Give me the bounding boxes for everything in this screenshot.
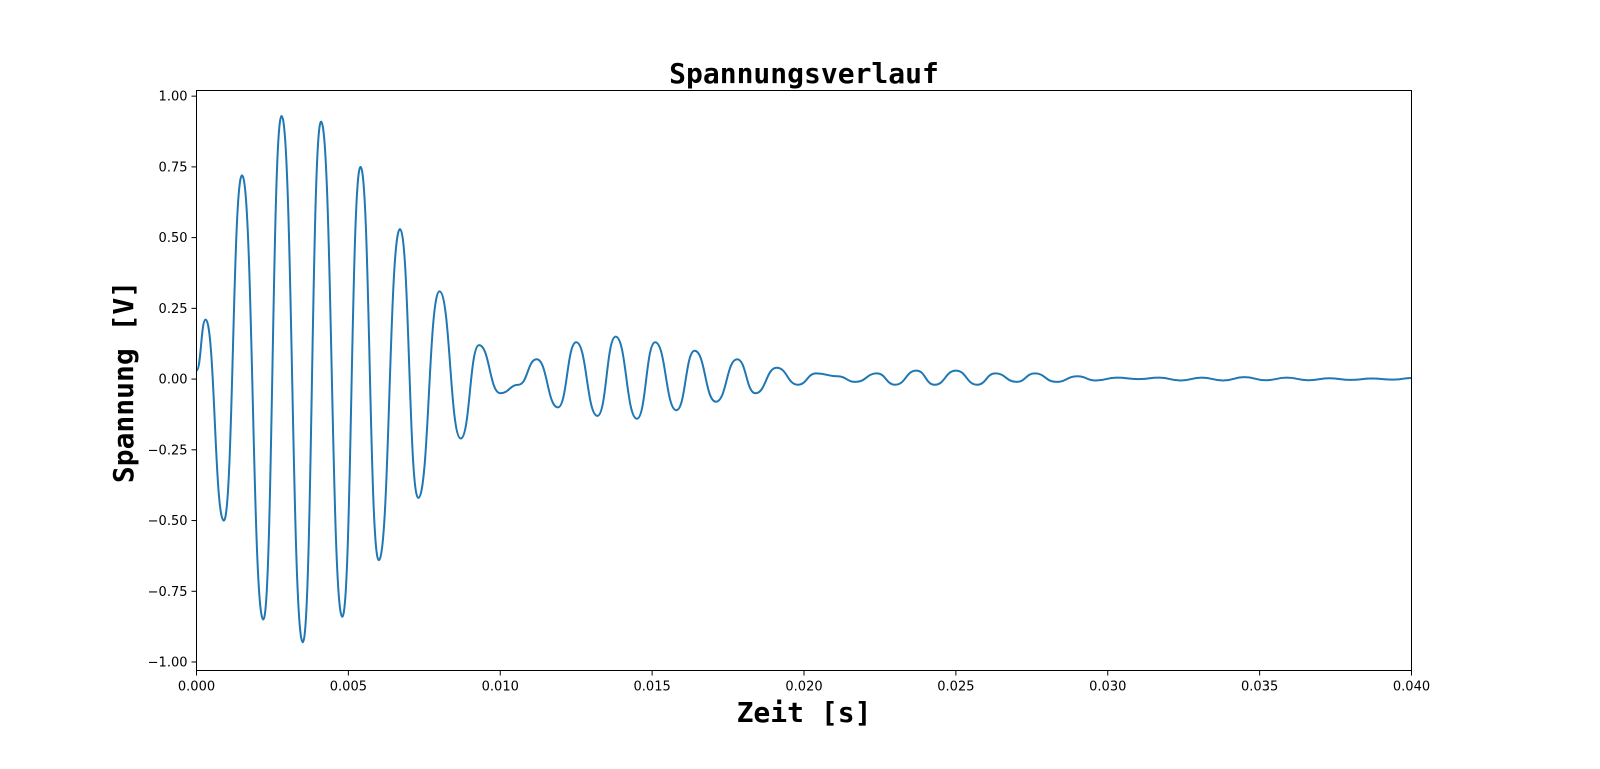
chart-title: Spannungsverlauf [669, 57, 939, 90]
x-tick-label: 0.005 [330, 680, 367, 695]
series-line-0 [195, 114, 1412, 644]
y-tick-label: 1.00 [159, 90, 188, 105]
x-tick-label: 0.030 [1089, 680, 1126, 695]
x-tick-label: 0.035 [1241, 680, 1278, 695]
y-axis: −1.00 −0.75 −0.50 −0.25 0.00 0.25 0.50 0.75 1.00 [148, 90, 197, 671]
y-tick-label: 0.00 [159, 373, 188, 388]
x-tick-label: 0.025 [937, 680, 974, 695]
x-tick-label: 0.000 [178, 680, 215, 695]
y-tick-label: −0.50 [148, 514, 188, 529]
y-tick-label: 0.75 [159, 160, 188, 175]
x-tick-label: 0.020 [785, 680, 822, 695]
y-tick-label: −0.75 [148, 585, 188, 600]
y-tick-label: 0.25 [159, 302, 188, 317]
plot-area [195, 114, 1412, 644]
y-axis-label: Spannung [V] [107, 281, 140, 483]
y-tick-label: −0.25 [148, 443, 188, 458]
x-axis-label: Zeit [s] [737, 696, 872, 729]
x-axis: 0.000 0.005 0.010 0.015 0.020 0.025 0.030 0.035… [178, 670, 1430, 695]
x-tick-label: 0.010 [482, 680, 519, 695]
y-tick-label: −1.00 [148, 656, 188, 671]
x-tick-label: 0.015 [634, 680, 671, 695]
x-tick-label: 0.040 [1393, 680, 1430, 695]
y-tick-label: 0.50 [159, 231, 188, 246]
